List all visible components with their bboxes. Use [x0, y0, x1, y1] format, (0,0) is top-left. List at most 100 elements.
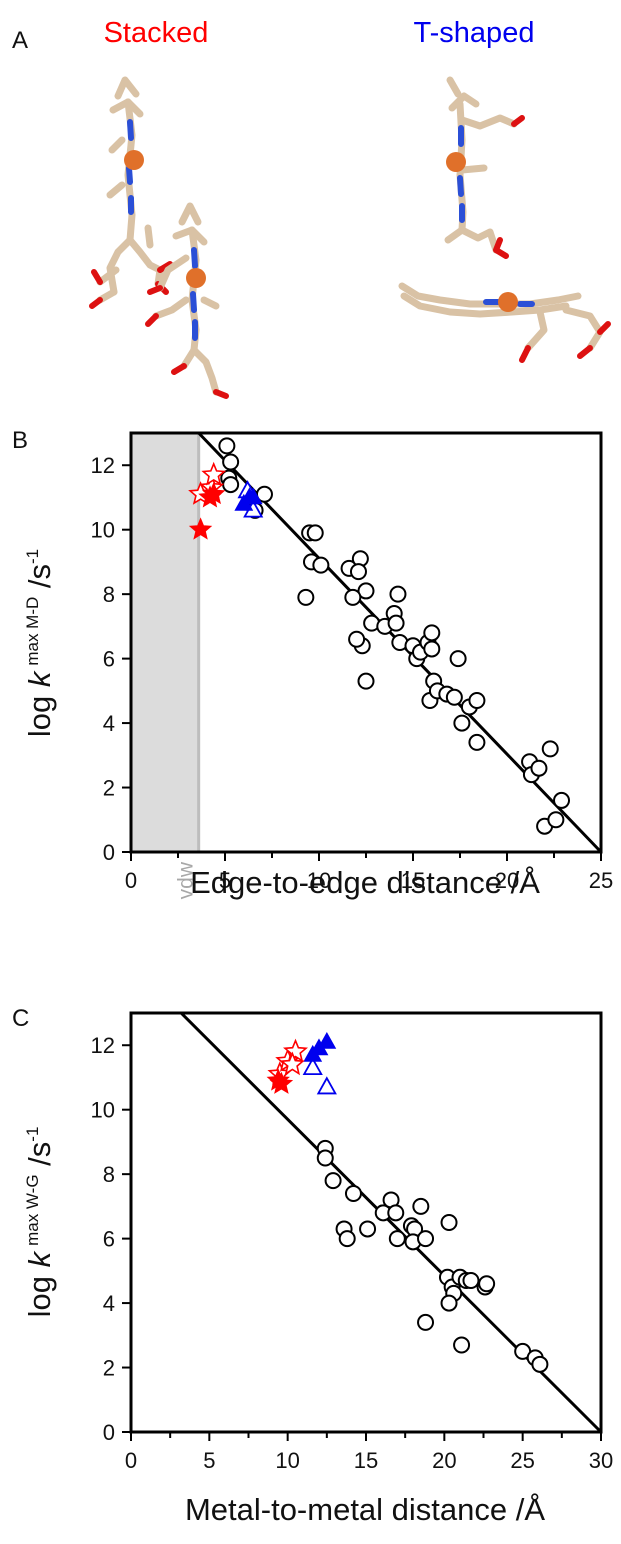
- y-label-sup-c: max W-G: [23, 1174, 42, 1245]
- y-tick-label-c-2: 2: [103, 1356, 115, 1381]
- open-circle-point-b: [468, 733, 486, 751]
- open-circle-point-c: [316, 1149, 334, 1167]
- y-tick-label-b-10: 10: [91, 518, 115, 543]
- x-tick-label-b-15: 15: [401, 868, 425, 893]
- panel-b-chart: B 0 5 10 15 20 25 0 2 4 6 8 10 12 vdw Edge-to-edge d…: [12, 427, 613, 900]
- open-star-point-c: [279, 1051, 305, 1076]
- panel-a: A Stacked T-shaped: [12, 17, 611, 399]
- open-circle-point-b: [222, 476, 240, 494]
- x-tick-label-c-10: 10: [275, 1448, 299, 1473]
- vdw-shaded-region: [131, 433, 199, 852]
- open-circle-point-b: [449, 650, 467, 668]
- x-tick-label-c-20: 20: [432, 1448, 456, 1473]
- axis-ticks-b: 0 5 10 15 20 25 0 2 4 6 8 10 12: [91, 453, 614, 893]
- panel-a-label: A: [12, 27, 28, 54]
- filled-star-point-c: [269, 1071, 294, 1094]
- open-triangle-point-c: [302, 1056, 323, 1075]
- open-triangle-point-c: [316, 1076, 337, 1095]
- y-label-exp-c: -1: [23, 1127, 42, 1142]
- open-circle-point-c: [417, 1230, 435, 1248]
- filled-star-point-b: [188, 517, 213, 540]
- y-label-unit-b: /s: [22, 564, 57, 597]
- y-tick-label-c-10: 10: [91, 1098, 115, 1123]
- x-tick-label-c-5: 5: [203, 1448, 215, 1473]
- x-tick-label-b-10: 10: [307, 868, 331, 893]
- panel-c-chart: C 0 5 10 15 20 25 30 0 2 4 6 8 10 12 Metal-to-metal d…: [12, 1005, 613, 1527]
- y-tick-label-c-8: 8: [103, 1162, 115, 1187]
- y-label-exp-b: -1: [23, 549, 42, 564]
- data-points-c: [266, 1031, 549, 1373]
- open-circle-point-b: [453, 714, 471, 732]
- open-circle-point-c: [417, 1313, 435, 1331]
- open-circle-point-c: [338, 1230, 356, 1248]
- open-circle-point-b: [445, 688, 463, 706]
- x-tick-label-c-25: 25: [510, 1448, 534, 1473]
- open-circle-point-b: [297, 588, 315, 606]
- open-circle-point-b: [389, 585, 407, 603]
- open-circle-point-c: [531, 1355, 549, 1373]
- open-star-point-b: [201, 461, 227, 486]
- axis-ticks-c: 0 5 10 15 20 25 30 0 2 4 6 8 10 12: [91, 1033, 614, 1473]
- y-axis-label-b: log k max M-D /s-1: [22, 549, 57, 737]
- open-circle-point-b: [423, 624, 441, 642]
- y-label-k-b: k: [22, 670, 57, 687]
- y-tick-label-b-12: 12: [91, 453, 115, 478]
- x-tick-label-c-15: 15: [354, 1448, 378, 1473]
- x-tick-label-c-0: 0: [125, 1448, 137, 1473]
- vdw-label: vdw: [175, 861, 198, 899]
- filled-star-point-b: [202, 481, 226, 505]
- open-circle-point-b: [530, 759, 548, 777]
- tshaped-title: T-shaped: [414, 17, 535, 49]
- open-circle-point-b: [348, 630, 366, 648]
- y-label-unit-c: /s: [22, 1142, 57, 1175]
- open-star-point-c: [282, 1038, 309, 1063]
- open-circle-point-c: [440, 1214, 458, 1231]
- x-tick-label-b-20: 20: [495, 868, 519, 893]
- x-axis-label-b: Edge-to-edge distance /Å: [190, 865, 540, 900]
- y-tick-label-b-2: 2: [103, 776, 115, 801]
- open-circle-point-b: [423, 640, 441, 658]
- filled-triangle-point-c: [317, 1031, 337, 1049]
- stacked-title: Stacked: [104, 17, 209, 49]
- panel-c-label: C: [12, 1005, 29, 1032]
- y-label-prefix-b: log: [22, 687, 57, 737]
- open-circle-point-c: [344, 1184, 362, 1202]
- data-points-b: [188, 437, 571, 835]
- open-circle-point-c: [359, 1220, 377, 1238]
- open-circle-point-c: [388, 1230, 406, 1248]
- open-circle-point-c: [412, 1197, 430, 1215]
- open-circle-point-b: [218, 437, 236, 455]
- open-circle-point-b: [553, 791, 571, 809]
- open-circle-point-c: [462, 1272, 480, 1290]
- y-tick-label-b-0: 0: [103, 840, 115, 865]
- y-label-sup-b: max M-D: [23, 597, 42, 666]
- y-label-k-c: k: [22, 1250, 57, 1267]
- open-circle-point-c: [453, 1336, 471, 1354]
- open-circle-point-b: [222, 453, 240, 471]
- y-axis-label-c: log k max W-G /s-1: [22, 1127, 57, 1318]
- panel-b-label: B: [12, 427, 28, 454]
- x-tick-label-b-5: 5: [219, 868, 231, 893]
- open-circle-point-b: [547, 811, 565, 829]
- open-circle-point-b: [541, 740, 559, 758]
- x-tick-label-c-30: 30: [589, 1448, 613, 1473]
- y-label-prefix-c: log: [22, 1267, 57, 1317]
- open-circle-point-b: [344, 588, 362, 606]
- x-tick-label-b-25: 25: [589, 868, 613, 893]
- y-tick-label-c-6: 6: [103, 1227, 115, 1252]
- x-tick-label-b-0: 0: [125, 868, 137, 893]
- open-circle-point-b: [387, 614, 405, 632]
- open-circle-point-b: [349, 563, 367, 581]
- y-tick-label-c-0: 0: [103, 1420, 115, 1445]
- y-tick-label-b-8: 8: [103, 582, 115, 607]
- open-circle-point-c: [324, 1172, 342, 1190]
- open-circle-point-c: [440, 1294, 458, 1312]
- filled-triangle-point-b: [243, 487, 263, 505]
- stacked-structure-graphic: [89, 76, 229, 399]
- open-circle-point-b: [357, 672, 375, 690]
- open-circle-point-b: [312, 556, 330, 574]
- open-circle-point-c: [387, 1204, 405, 1222]
- y-tick-label-c-12: 12: [91, 1033, 115, 1058]
- y-tick-label-b-6: 6: [103, 647, 115, 672]
